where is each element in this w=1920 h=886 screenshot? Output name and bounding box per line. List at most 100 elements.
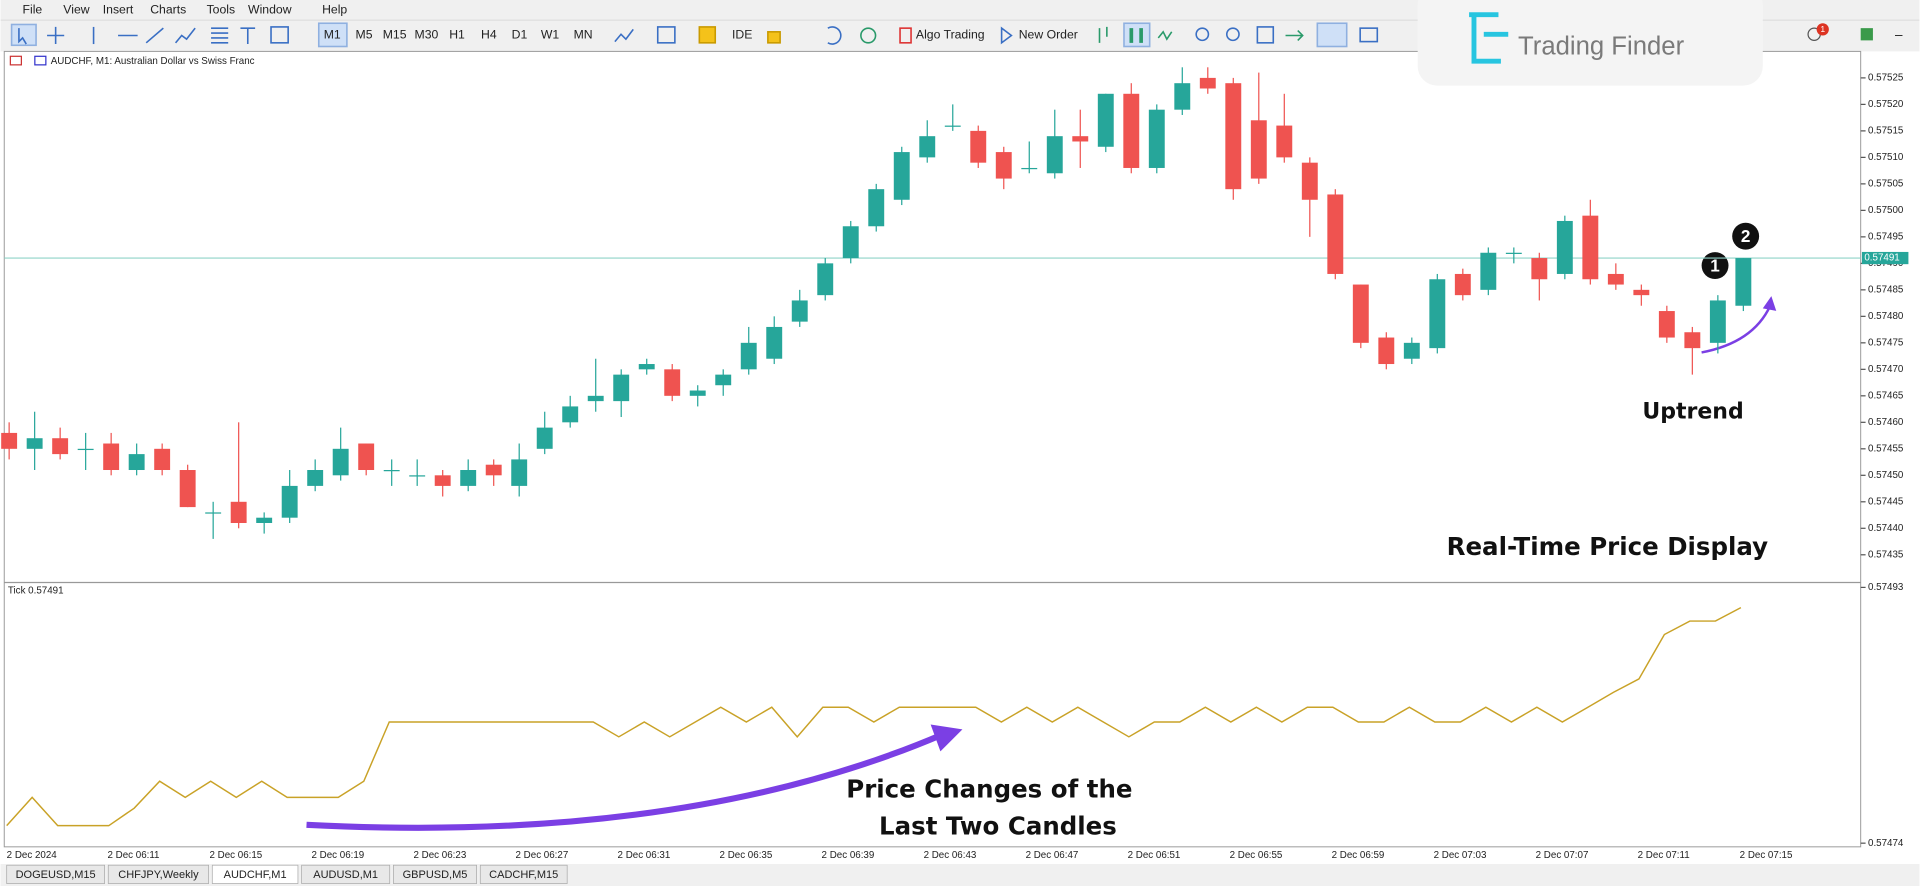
x-tick-label: 2 Dec 06:23 <box>414 850 467 861</box>
text-icon[interactable] <box>240 27 256 45</box>
algo-trading-button[interactable]: Algo Trading <box>916 28 985 42</box>
y-tick-label: 0.57480 <box>1868 311 1904 322</box>
candle-body <box>128 454 145 471</box>
x-tick-label: 2 Dec 06:51 <box>1128 850 1181 861</box>
menu-item[interactable]: View <box>63 3 89 17</box>
fibo-icon[interactable] <box>211 27 229 44</box>
market-icon[interactable] <box>698 26 717 44</box>
candle-body <box>230 501 247 523</box>
timeframe-button[interactable]: M15 <box>383 28 407 42</box>
tab-label[interactable]: AUDUSD,M1 <box>313 869 378 881</box>
window-controls: – <box>1895 27 1903 42</box>
x-tick-label: 2 Dec 06:35 <box>720 850 773 861</box>
x-tick-label: 2 Dec 06:59 <box>1332 850 1385 861</box>
timeframe-button[interactable]: H4 <box>481 28 497 42</box>
menu-item[interactable]: Help <box>322 3 347 17</box>
candle-body <box>1352 284 1369 343</box>
menu-item[interactable]: Charts <box>150 3 186 17</box>
header-icon <box>34 55 47 66</box>
menu-item[interactable]: Tools <box>207 3 236 17</box>
channel-icon[interactable] <box>174 27 196 44</box>
m1-highlight <box>317 22 348 48</box>
crosshair-icon[interactable] <box>47 26 65 45</box>
current-price-box <box>1861 251 1909 265</box>
tab-label[interactable]: DOGEUSD,M15 <box>16 869 96 881</box>
cursor-button[interactable] <box>10 23 37 47</box>
candle-body <box>103 443 120 471</box>
candle-body <box>1505 252 1522 254</box>
tab-label[interactable]: AUDCHF,M1 <box>224 869 287 881</box>
tick-line <box>6 606 1742 827</box>
menu-item[interactable]: Window <box>248 3 292 17</box>
candle-body <box>1174 83 1191 110</box>
candle-body <box>587 395 604 402</box>
tab-label[interactable]: CADCHF,M15 <box>489 869 558 881</box>
bars-icon[interactable] <box>1098 26 1108 43</box>
screenshot-icon[interactable] <box>1359 27 1379 43</box>
candles-button[interactable] <box>1123 22 1151 48</box>
tile-icon[interactable] <box>1256 26 1275 44</box>
candle-body <box>715 374 732 386</box>
y-tick-label: 0.57495 <box>1868 231 1904 242</box>
x-tick-label: 2 Dec 06:43 <box>924 850 977 861</box>
timeframe-button[interactable]: D1 <box>512 28 528 42</box>
candle-body <box>817 263 834 296</box>
tab[interactable] <box>479 864 568 884</box>
cloud-icon[interactable] <box>827 26 842 45</box>
lock-icon[interactable] <box>767 31 781 44</box>
candle-body <box>944 125 961 127</box>
timeframe-button[interactable]: H1 <box>449 28 465 42</box>
candle-body <box>613 374 630 402</box>
order-icon[interactable] <box>1000 26 1013 45</box>
timeframe-button[interactable]: W1 <box>541 28 560 42</box>
candle-body <box>154 448 171 471</box>
price-change-arrow <box>306 731 945 831</box>
candle-body <box>332 448 349 476</box>
arrow-head <box>930 724 963 752</box>
template-icon[interactable] <box>656 26 676 44</box>
menu-item[interactable]: Insert <box>103 3 134 17</box>
shift-icon[interactable] <box>1285 30 1304 41</box>
new-order-button[interactable]: New Order <box>1019 28 1078 42</box>
y-tick-label: 0.57493 <box>1868 582 1904 593</box>
zoom-out-icon[interactable] <box>1225 27 1240 42</box>
marker-label: 1 <box>1710 255 1720 275</box>
timeframe-button[interactable]: M5 <box>356 28 373 42</box>
candle-body <box>26 438 43 449</box>
candle-body <box>1633 289 1650 296</box>
timeframe-button[interactable]: M30 <box>415 28 439 42</box>
x-tick-label: 2 Dec 06:31 <box>618 850 671 861</box>
timeframe-button[interactable]: MN <box>574 28 593 42</box>
candle-body <box>1046 136 1063 174</box>
y-tick-label: 0.57465 <box>1868 390 1904 401</box>
toolbar-icons <box>10 22 1379 48</box>
line-icon[interactable] <box>1157 30 1173 41</box>
candle-body <box>536 427 553 449</box>
vps-icon[interactable] <box>860 27 877 44</box>
chart-header: AUDCHF, M1: Australian Dollar vs Swiss F… <box>51 56 255 67</box>
chart-type-icon[interactable] <box>614 28 634 43</box>
shapes-icon[interactable] <box>270 26 289 44</box>
candle-body <box>485 464 502 476</box>
logo-mark <box>1469 12 1509 64</box>
zoom-in-icon[interactable] <box>1195 27 1210 42</box>
ide-button[interactable]: IDE <box>732 28 752 42</box>
autoscroll-button[interactable] <box>1316 22 1348 48</box>
candle-body <box>1735 258 1752 306</box>
tab[interactable] <box>393 864 477 884</box>
algo-icon[interactable] <box>899 27 912 44</box>
tab-label[interactable]: CHFJPY,Weekly <box>118 869 199 881</box>
timeframe-button[interactable]: M1 <box>324 28 341 42</box>
trendline-icon[interactable] <box>145 27 164 44</box>
candle-body <box>1276 125 1293 158</box>
candle-body <box>1327 194 1344 274</box>
tab[interactable] <box>107 864 209 884</box>
tab[interactable] <box>211 864 299 884</box>
menu-item[interactable]: File <box>23 3 43 17</box>
y-tick-label: 0.57475 <box>1868 337 1904 348</box>
tab[interactable] <box>6 864 105 884</box>
tab-label[interactable]: GBPUSD,M5 <box>403 869 468 881</box>
tab[interactable] <box>301 864 391 884</box>
x-tick-label: 2 Dec 06:11 <box>107 850 159 861</box>
x-tick-label: 2 Dec 07:03 <box>1434 850 1487 861</box>
